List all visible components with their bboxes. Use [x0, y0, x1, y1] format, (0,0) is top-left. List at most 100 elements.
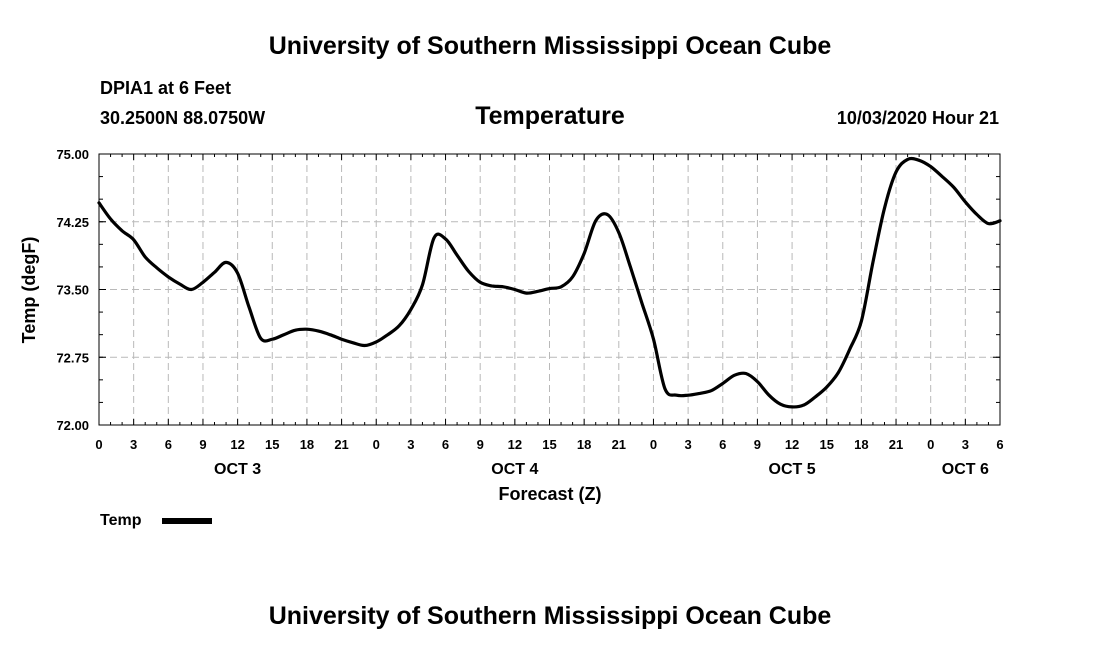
- y-axis-label: Temp (degF): [19, 237, 39, 344]
- data-point: [386, 333, 389, 336]
- data-point: [721, 382, 724, 385]
- data-point: [421, 283, 424, 287]
- data-point: [409, 308, 413, 311]
- data-point: [455, 254, 459, 257]
- data-point: [513, 288, 516, 291]
- axis-ticks: [98, 153, 1001, 426]
- y-tick-label: 74.25: [56, 215, 89, 230]
- data-point: [837, 371, 840, 374]
- data-point: [236, 272, 239, 275]
- data-point: [894, 170, 898, 174]
- data-point: [559, 285, 563, 288]
- data-point: [444, 237, 447, 241]
- data-point: [871, 261, 875, 264]
- data-point: [525, 291, 528, 295]
- data-point: [917, 159, 921, 162]
- data-point: [606, 213, 609, 216]
- x-tick-label: 6: [442, 437, 449, 452]
- series-group: [97, 156, 1002, 409]
- data-point: [652, 338, 655, 341]
- x-tick-label: 9: [477, 437, 484, 452]
- y-tick-labels: 72.00 72.75 73.50 74.25 75.00: [56, 147, 89, 433]
- data-point: [617, 231, 620, 234]
- data-point: [294, 329, 297, 332]
- data-point: [802, 403, 805, 407]
- x-tick-label: 18: [854, 437, 868, 452]
- x-tick-label: 6: [165, 437, 172, 452]
- x-tick-label: 0: [373, 437, 380, 452]
- data-point: [224, 261, 228, 264]
- x-tick-label: 15: [265, 437, 279, 452]
- data-point: [629, 265, 632, 269]
- x-tick-label: 3: [407, 437, 414, 452]
- legend: Temp: [100, 512, 212, 529]
- data-point: [756, 380, 759, 383]
- data-point: [825, 385, 828, 389]
- data-point: [178, 282, 182, 286]
- data-point: [328, 333, 332, 336]
- day-label: OCT 6: [942, 461, 989, 478]
- x-tick-label: 21: [889, 437, 903, 452]
- day-label: OCT 5: [769, 461, 816, 478]
- data-point: [213, 271, 216, 274]
- data-point: [432, 236, 436, 240]
- data-point: [675, 394, 678, 397]
- y-tick-label: 72.75: [56, 350, 89, 365]
- data-point: [132, 238, 135, 241]
- data-point: [848, 347, 851, 351]
- x-tick-label: 18: [300, 437, 314, 452]
- data-point: [733, 374, 736, 377]
- data-point: [259, 337, 262, 340]
- data-point: [201, 281, 205, 284]
- day-label: OCT 3: [214, 461, 261, 478]
- data-point: [363, 344, 366, 347]
- chart-title: Temperature: [475, 102, 625, 130]
- x-tick-label: 6: [719, 437, 726, 452]
- data-point: [479, 281, 482, 284]
- data-point: [305, 328, 309, 331]
- data-point: [548, 287, 551, 290]
- x-axis-label: Forecast (Z): [498, 484, 601, 504]
- data-point: [97, 201, 101, 204]
- station-label: DPIA1 at 6 Feet: [100, 78, 231, 98]
- data-point: [952, 186, 955, 189]
- data-point: [594, 219, 597, 222]
- x-tick-label: 9: [754, 437, 761, 452]
- data-point: [340, 338, 343, 341]
- x-tick-label: 3: [962, 437, 969, 452]
- data-point: [536, 290, 540, 293]
- data-point: [271, 338, 274, 341]
- data-point: [964, 200, 967, 204]
- data-point: [398, 324, 401, 327]
- day-label: OCT 4: [491, 461, 538, 478]
- legend-label: Temp: [100, 512, 142, 529]
- data-point: [167, 275, 170, 279]
- x-tick-label: 6: [996, 437, 1003, 452]
- data-point: [490, 284, 493, 288]
- coords-label: 30.2500N 88.0750W: [100, 108, 265, 128]
- data-point: [640, 301, 644, 305]
- x-tick-label: 0: [927, 437, 934, 452]
- x-tick-label: 12: [230, 437, 244, 452]
- data-point: [779, 403, 782, 406]
- x-tick-label: 21: [612, 437, 626, 452]
- data-point: [120, 229, 124, 232]
- data-point: [351, 341, 355, 344]
- data-point: [744, 372, 748, 375]
- data-point: [929, 165, 932, 168]
- data-point: [317, 329, 320, 333]
- data-point: [583, 252, 586, 255]
- data-point: [814, 395, 817, 399]
- data-point: [248, 306, 251, 309]
- y-tick-label: 75.00: [56, 147, 89, 162]
- day-labels: OCT 3 OCT 4 OCT 5 OCT 6: [214, 461, 989, 478]
- x-tick-label: 15: [542, 437, 556, 452]
- data-point: [698, 392, 701, 395]
- data-point: [767, 394, 771, 397]
- title-bottom: University of Southern Mississippi Ocean…: [269, 602, 832, 630]
- data-point: [375, 340, 378, 344]
- x-tick-label: 15: [819, 437, 833, 452]
- data-point: [710, 389, 713, 392]
- data-point: [190, 288, 193, 291]
